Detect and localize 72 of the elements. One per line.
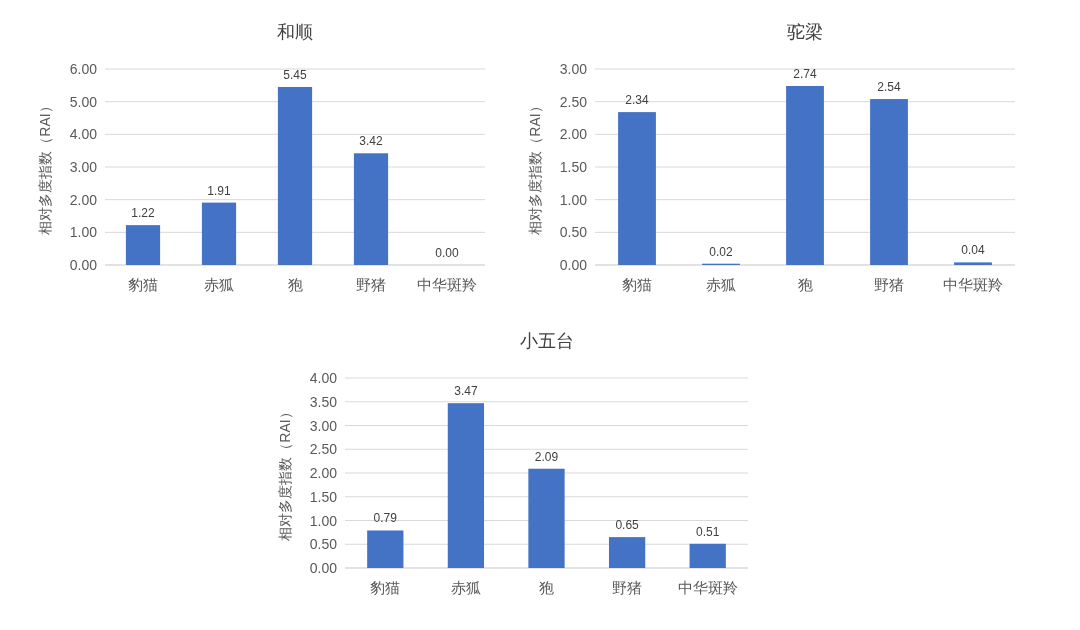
y-tick-label: 2.00 xyxy=(559,126,588,143)
y-tick-label: 6.00 xyxy=(69,61,98,77)
chart-title: 和顺 xyxy=(277,22,313,42)
y-tick-label: 1.00 xyxy=(559,191,588,208)
y-tick-label: 3.00 xyxy=(69,159,98,175)
bar xyxy=(528,468,565,568)
x-tick-label: 中华斑羚 xyxy=(943,276,1003,293)
data-label: 2.34 xyxy=(625,93,649,108)
y-tick-label: 1.50 xyxy=(309,488,338,505)
y-tick-label: 0.00 xyxy=(559,257,588,273)
y-tick-label: 3.50 xyxy=(309,393,338,410)
y-tick-label: 3.00 xyxy=(559,61,588,77)
x-tick-label: 赤狐 xyxy=(706,276,736,293)
y-tick-label: 0.50 xyxy=(559,224,588,241)
bar xyxy=(608,537,646,568)
y-axis-title: 相对多度指数（RAI） xyxy=(37,99,53,235)
bar xyxy=(353,153,389,265)
x-tick-label: 豹猫 xyxy=(370,579,401,596)
bar xyxy=(870,99,908,265)
y-tick-label: 2.50 xyxy=(559,93,588,110)
chart-title: 驼梁 xyxy=(787,22,823,42)
y-tick-label: 2.00 xyxy=(69,191,98,208)
bar xyxy=(125,225,161,265)
y-tick-label: 4.00 xyxy=(69,126,98,143)
y-tick-label: 2.50 xyxy=(309,441,338,458)
data-label: 5.45 xyxy=(283,67,307,82)
y-tick-label: 0.00 xyxy=(69,257,98,273)
y-tick-label: 5.00 xyxy=(69,93,98,110)
data-label: 2.74 xyxy=(793,66,817,81)
x-tick-label: 狍 xyxy=(287,276,303,293)
data-label: 0.02 xyxy=(709,244,733,259)
bar xyxy=(618,112,656,265)
x-tick-label: 赤狐 xyxy=(204,276,234,293)
x-tick-label: 狍 xyxy=(539,579,554,596)
data-label: 0.65 xyxy=(615,518,640,533)
bar xyxy=(954,262,992,265)
y-tick-label: 4.00 xyxy=(309,370,338,386)
bar xyxy=(201,202,237,265)
bar xyxy=(689,543,726,568)
data-label: 0.51 xyxy=(696,524,720,539)
data-label: 1.22 xyxy=(131,206,155,221)
y-tick-label: 3.00 xyxy=(309,417,338,434)
data-label: 2.09 xyxy=(534,449,559,464)
y-tick-label: 1.00 xyxy=(309,512,338,529)
y-axis-title: 相对多度指数（RAI） xyxy=(277,405,293,541)
data-label: 3.47 xyxy=(454,384,478,399)
x-tick-label: 野猪 xyxy=(874,276,904,293)
data-label: 1.91 xyxy=(207,183,231,198)
data-label: 0.04 xyxy=(961,243,985,258)
x-tick-label: 野猪 xyxy=(612,579,643,596)
x-tick-label: 中华斑羚 xyxy=(417,276,477,293)
y-axis-title: 相对多度指数（RAI） xyxy=(527,99,543,235)
x-tick-label: 野猪 xyxy=(356,276,386,293)
bar xyxy=(367,530,404,568)
data-label: 2.54 xyxy=(877,80,901,95)
x-tick-label: 狍 xyxy=(797,276,813,293)
data-label: 3.42 xyxy=(359,134,383,149)
chart-title: 小五台 xyxy=(519,331,574,351)
data-label: 0.00 xyxy=(435,246,459,260)
y-tick-label: 0.00 xyxy=(309,560,338,576)
bar xyxy=(447,403,485,568)
x-tick-label: 豹猫 xyxy=(128,276,158,293)
y-tick-label: 1.00 xyxy=(69,224,98,241)
bar xyxy=(786,85,824,265)
data-label: 0.79 xyxy=(373,511,398,526)
y-tick-label: 0.50 xyxy=(309,536,338,553)
x-tick-label: 中华斑羚 xyxy=(677,579,738,596)
y-tick-label: 2.00 xyxy=(309,465,338,481)
x-tick-label: 豹猫 xyxy=(622,276,652,293)
y-tick-label: 1.50 xyxy=(559,159,588,175)
x-tick-label: 赤狐 xyxy=(450,579,481,596)
bar xyxy=(277,86,313,265)
